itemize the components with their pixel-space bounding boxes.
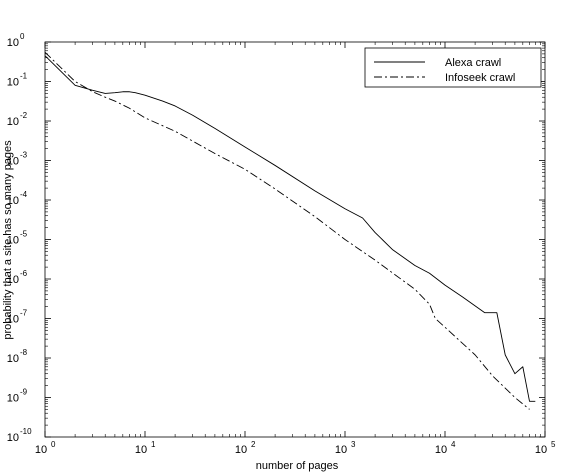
ticks-group <box>44 41 546 438</box>
plot-frame-group <box>44 41 546 438</box>
tick-labels-group: 10 0 10 1 10 2 10 3 10 4 10 510010-110-210-310-410-… <box>7 32 556 456</box>
y-tick-label: 10 <box>7 116 19 128</box>
y-tick-label: 10 <box>7 353 19 365</box>
x-tick-label: 10 <box>35 444 47 456</box>
y-tick-label-exponent: -1 <box>20 72 28 81</box>
x-tick-label-exponent: 1 <box>151 440 156 449</box>
x-axis-label: number of pages <box>256 460 339 472</box>
x-tick-label-exponent: 0 <box>51 440 56 449</box>
y-tick-label: 10 <box>7 77 19 89</box>
y-tick-label-exponent: -4 <box>20 190 28 199</box>
y-tick-label: 10 <box>7 156 19 168</box>
y-tick-label: 10 <box>7 235 19 247</box>
y-tick-label-exponent: -7 <box>20 309 28 318</box>
y-tick-label-exponent: -5 <box>20 230 28 239</box>
x-tick-label-exponent: 3 <box>351 440 356 449</box>
y-tick-label: 10 <box>7 314 19 326</box>
y-tick-label-exponent: 0 <box>20 32 25 41</box>
y-axis-label: probability that a site has so many page… <box>2 140 14 340</box>
x-tick-label: 10 <box>435 444 447 456</box>
x-tick-label-exponent: 2 <box>251 440 256 449</box>
series-group <box>44 51 536 410</box>
series-line-infoseek-crawl <box>44 51 530 410</box>
x-tick-label-exponent: 5 <box>551 440 556 449</box>
y-tick-label: 10 <box>7 37 19 49</box>
legend-label-1: Infoseek crawl <box>445 72 515 84</box>
legend-box <box>364 47 542 88</box>
y-tick-label: 10 <box>7 274 19 286</box>
legend: Alexa crawl Infoseek crawl <box>364 47 542 88</box>
y-tick-label-exponent: -9 <box>20 388 28 397</box>
x-tick-label: 10 <box>235 444 247 456</box>
legend-label-0: Alexa crawl <box>445 57 501 69</box>
y-tick-label: 10 <box>7 393 19 405</box>
series-line-alexa-crawl <box>44 55 536 402</box>
x-tick-label-exponent: 4 <box>451 440 456 449</box>
y-tick-label-exponent: -8 <box>20 348 28 357</box>
plot-frame <box>44 41 546 438</box>
y-tick-label-exponent: -10 <box>20 427 32 436</box>
y-tick-label: 10 <box>7 195 19 207</box>
y-tick-label-exponent: -6 <box>20 269 28 278</box>
x-tick-label: 10 <box>135 444 147 456</box>
x-tick-label: 10 <box>335 444 347 456</box>
y-tick-label: 10 <box>7 432 19 444</box>
x-tick-label: 10 <box>535 444 547 456</box>
y-tick-label-exponent: -3 <box>20 151 28 160</box>
y-tick-label-exponent: -2 <box>20 111 28 120</box>
